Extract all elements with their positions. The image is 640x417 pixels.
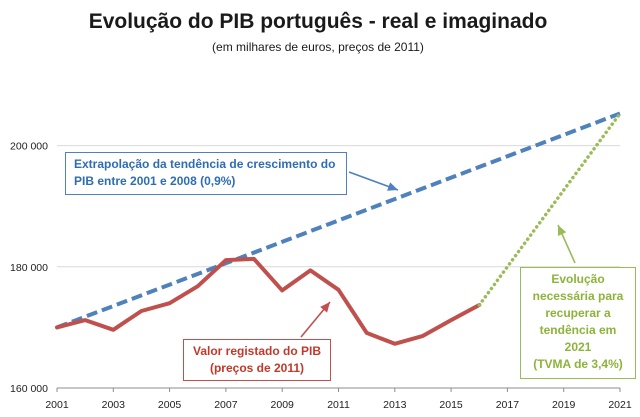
x-tick-label: 2015	[439, 399, 463, 411]
x-tick-label: 2017	[496, 399, 520, 411]
trend-series-line	[56, 111, 621, 330]
needed-arrow-head	[557, 225, 567, 236]
annotation-arrows	[300, 171, 576, 338]
needed-annotation-line: tendência em	[539, 323, 617, 337]
needed-series-line	[477, 111, 622, 307]
actual-series-line	[55, 256, 482, 346]
actual-arrow-head	[320, 302, 330, 313]
needed-annotation-box: Evolução necessária para recuperar a ten…	[520, 267, 636, 379]
trend-annotation-line: Extrapolação da tendência de crescimento…	[74, 157, 336, 171]
x-tick-label: 2009	[271, 399, 295, 411]
actual-annotation-line: Valor registado do PIB	[192, 344, 322, 358]
needed-annotation-line: recuperar a	[545, 306, 611, 320]
needed-annotation-line: (TVMA de 3,4%)	[533, 357, 623, 371]
axes: 160 000 180 000 200 000 2001 2003 2005 2007 200…	[10, 141, 632, 411]
y-tick-label: 180 000	[10, 262, 48, 274]
x-tick-label: 2001	[45, 399, 69, 411]
x-tick-label: 2013	[383, 399, 407, 411]
trend-annotation-box: Extrapolação da tendência de crescimento…	[65, 152, 347, 195]
needed-annotation-line: necessária para	[532, 289, 624, 303]
trend-annotation-line: PIB entre 2001 e 2008 (0,9%)	[74, 174, 236, 188]
y-tick-label: 200 000	[10, 141, 48, 153]
chart-subtitle: (em milhares de euros, preços de 2011)	[212, 40, 424, 54]
x-tick-label: 2019	[552, 399, 576, 411]
needed-annotation-line: Evolução	[551, 272, 605, 286]
x-tick-label: 2007	[214, 399, 238, 411]
y-tick-label: 160 000	[10, 383, 48, 395]
needed-annotation-line: 2021	[564, 340, 592, 354]
trend-arrow-head	[387, 182, 398, 191]
x-tick-label: 2011	[327, 399, 350, 411]
x-tick-label: 2005	[158, 399, 182, 411]
series-group	[55, 111, 622, 346]
chart-title: Evolução do PIB português - real e imagi…	[89, 10, 548, 33]
x-tick-label: 2021	[608, 399, 632, 411]
x-tick-label: 2003	[102, 399, 126, 411]
actual-annotation-box: Valor registado do PIB (preços de 2011)	[183, 339, 331, 381]
actual-annotation-line: (preços de 2011)	[209, 361, 305, 375]
